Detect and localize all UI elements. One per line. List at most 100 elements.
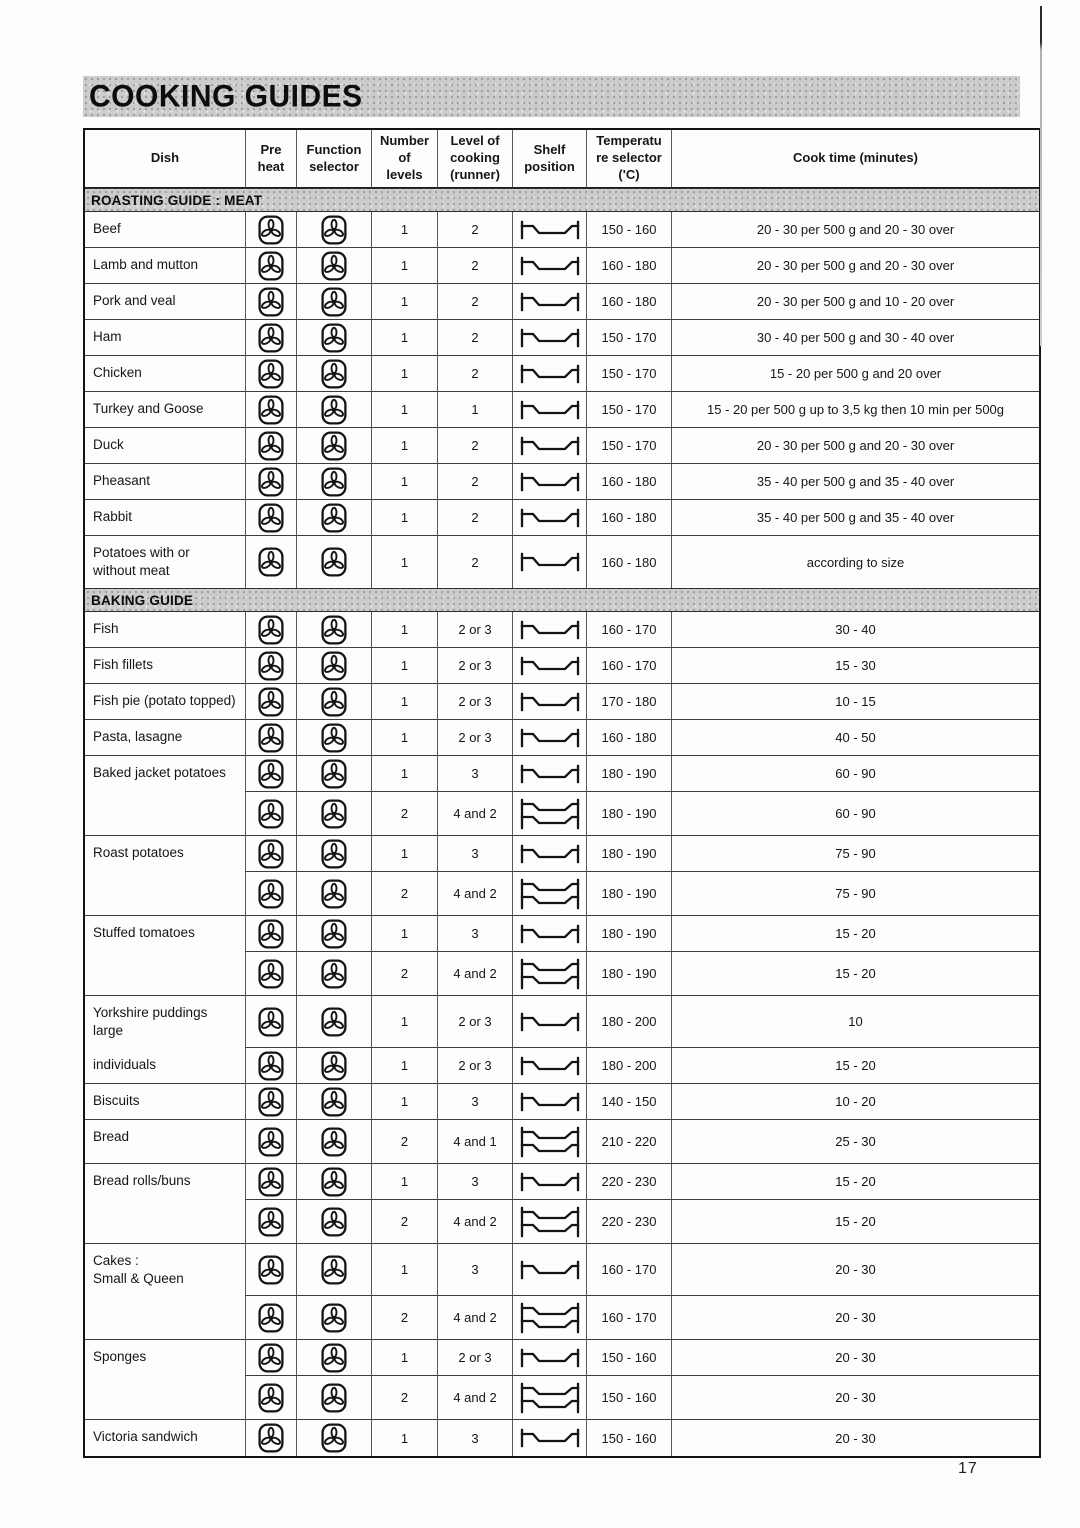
- shelf-position-cell: [512, 1244, 586, 1296]
- runner-cell: 3: [437, 1164, 512, 1200]
- runner-cell: 4 and 1: [437, 1120, 512, 1164]
- cook-time-cell: 35 - 40 per 500 g and 35 - 40 over: [671, 500, 1039, 536]
- single-shelf-icon: [520, 1092, 579, 1111]
- levels-cell: 1: [371, 648, 437, 684]
- fan-icon: [321, 547, 347, 577]
- preheat-cell: [245, 500, 296, 536]
- table-row: Fish fillets 1 2 or 3 160 - 170 15 - 30: [85, 648, 1039, 684]
- function-selector-cell: [296, 684, 371, 720]
- shelf-position-cell: [512, 1120, 586, 1164]
- temperature-cell: 150 - 170: [586, 392, 671, 428]
- dish-label: Baked jacket potatoes: [93, 765, 226, 780]
- dish-cell: Duck: [85, 428, 245, 464]
- dish-label: large: [93, 1023, 124, 1039]
- shelf-position-cell: [512, 836, 586, 872]
- section-band: ROASTING GUIDE : MEAT: [85, 188, 1039, 212]
- fan-icon: [258, 394, 284, 425]
- dish-label: Lamb and mutton: [93, 257, 199, 272]
- header-line: selector: [309, 158, 359, 174]
- cook-time-cell: 40 - 50: [671, 720, 1039, 756]
- header-line: Cook time (minutes): [793, 150, 918, 166]
- levels-cell: 2: [371, 872, 437, 916]
- dish-label: Small & Queen: [93, 1271, 184, 1287]
- single-shelf-icon: [520, 620, 579, 639]
- fan-icon: [258, 250, 284, 281]
- preheat-cell: [245, 428, 296, 464]
- temperature-cell: 180 - 190: [586, 916, 671, 952]
- preheat-cell: [245, 1084, 296, 1120]
- cook-time-cell: 20 - 30: [671, 1376, 1039, 1420]
- table-row: Pheasant 1 2 160 - 180 35 - 40 per 500 g and…: [85, 464, 1039, 500]
- fan-icon: [321, 958, 347, 989]
- levels-cell: 1: [371, 996, 437, 1048]
- levels-cell: 1: [371, 284, 437, 320]
- dish-label: Cakes :: [93, 1253, 139, 1268]
- cook-time-cell: 15 - 30: [671, 648, 1039, 684]
- table-row: Sponges 1 2 or 3 150 - 160 20 - 30: [85, 1340, 1039, 1376]
- fan-icon: [321, 394, 347, 425]
- cook-time-cell: 10 - 20: [671, 1084, 1039, 1120]
- fan-icon: [321, 878, 347, 909]
- fan-icon: [258, 547, 284, 577]
- column-header-number-of-levels: Number of levels: [371, 130, 437, 188]
- header-line: levels: [386, 166, 423, 182]
- single-shelf-icon: [520, 692, 579, 711]
- shelf-position-cell: [512, 792, 586, 836]
- dish-label: Biscuits: [93, 1093, 140, 1108]
- fan-icon: [321, 758, 347, 789]
- header-line: re selector: [596, 150, 662, 166]
- dish-cell: Rabbit: [85, 500, 245, 536]
- temperature-cell: 160 - 170: [586, 1296, 671, 1340]
- dish-cell: Chicken: [85, 356, 245, 392]
- fan-icon: [321, 1342, 347, 1373]
- temperature-cell: 180 - 190: [586, 836, 671, 872]
- levels-cell: 1: [371, 756, 437, 792]
- function-selector-cell: [296, 612, 371, 648]
- dish-cell: Pheasant: [85, 464, 245, 500]
- dish-label: Fish: [93, 621, 119, 636]
- runner-cell: 4 and 2: [437, 952, 512, 996]
- preheat-cell: [245, 1164, 296, 1200]
- runner-cell: 4 and 2: [437, 872, 512, 916]
- dish-label: Yorkshire puddings: [93, 1005, 208, 1020]
- runner-cell: 4 and 2: [437, 1200, 512, 1244]
- fan-icon: [258, 798, 284, 829]
- single-shelf-icon: [520, 1056, 579, 1075]
- runner-cell: 3: [437, 756, 512, 792]
- preheat-cell: [245, 1376, 296, 1420]
- fan-icon: [321, 1166, 347, 1197]
- temperature-cell: 160 - 170: [586, 648, 671, 684]
- cook-time-cell: 35 - 40 per 500 g and 35 - 40 over: [671, 464, 1039, 500]
- page-title: COOKING GUIDES: [89, 78, 363, 114]
- preheat-cell: [245, 872, 296, 916]
- table-row: Fish 1 2 or 3 160 - 170 30 - 40: [85, 612, 1039, 648]
- cook-time-cell: 20 - 30: [671, 1340, 1039, 1376]
- function-selector-cell: [296, 952, 371, 996]
- shelf-position-cell: [512, 1200, 586, 1244]
- shelf-position-cell: [512, 356, 586, 392]
- single-shelf-icon: [520, 1260, 579, 1279]
- dish-cell: Fish fillets: [85, 648, 245, 684]
- function-selector-cell: [296, 1296, 371, 1340]
- header-line: Function: [306, 141, 362, 157]
- preheat-cell: [245, 720, 296, 756]
- table-row: Pasta, lasagne 1 2 or 3 160 - 180 40 - 50: [85, 720, 1039, 756]
- cook-time-cell: 20 - 30 per 500 g and 10 - 20 over: [671, 284, 1039, 320]
- dish-label: Bread rolls/buns: [93, 1173, 191, 1188]
- dish-cell: [85, 872, 245, 916]
- cook-time-cell: 20 - 30 per 500 g and 20 - 30 over: [671, 248, 1039, 284]
- temperature-cell: 220 - 230: [586, 1200, 671, 1244]
- runner-cell: 3: [437, 836, 512, 872]
- shelf-position-cell: [512, 612, 586, 648]
- shelf-position-cell: [512, 916, 586, 952]
- table-row: Biscuits 1 3 140 - 150 10 - 20: [85, 1084, 1039, 1120]
- section-title: ROASTING GUIDE : MEAT: [91, 192, 263, 208]
- function-selector-cell: [296, 320, 371, 356]
- table-row: Fish pie (potato topped) 1 2 or 3 170 - 180…: [85, 684, 1039, 720]
- dish-label: Pasta, lasagne: [93, 729, 183, 744]
- single-shelf-icon: [520, 552, 579, 572]
- function-selector-cell: [296, 500, 371, 536]
- preheat-cell: [245, 212, 296, 248]
